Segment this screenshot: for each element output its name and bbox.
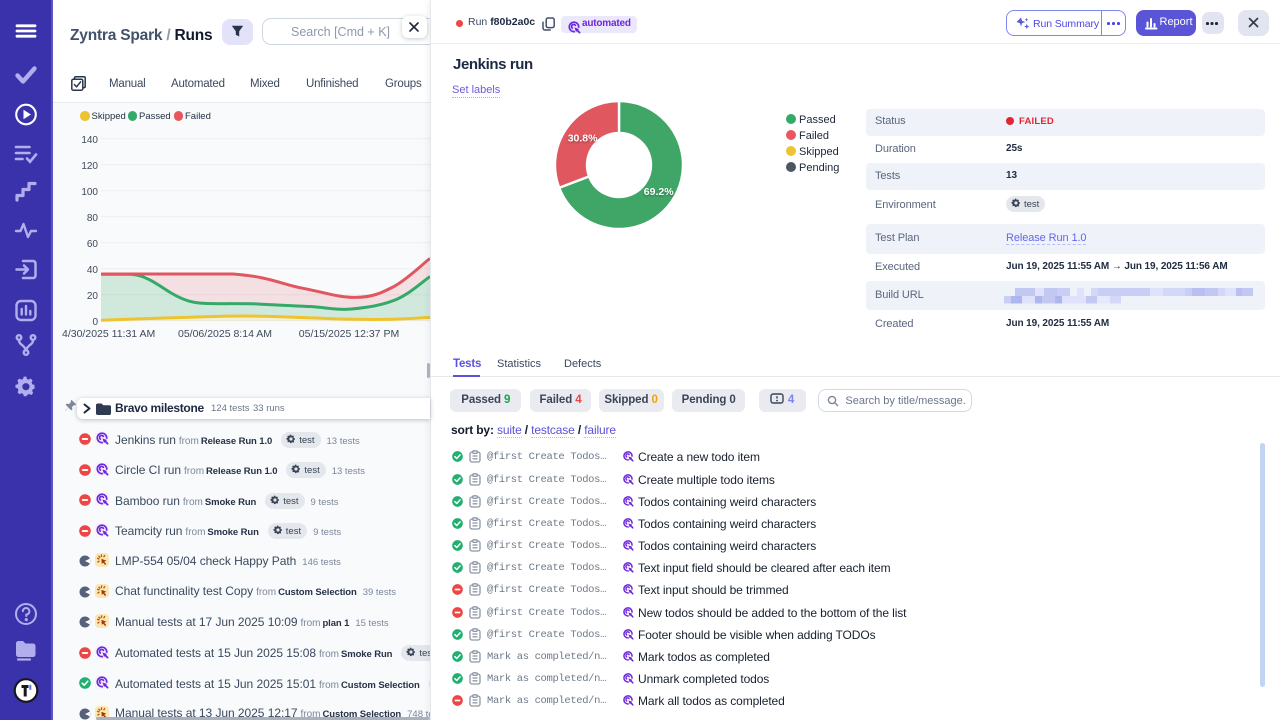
svg-text:60: 60 <box>87 239 99 250</box>
svg-text:120: 120 <box>81 161 98 172</box>
svg-text:100: 100 <box>81 187 98 198</box>
svg-text:05/15/2025 12:37 PM: 05/15/2025 12:37 PM <box>299 328 399 340</box>
svg-text:69.2%: 69.2% <box>644 186 674 198</box>
svg-text:20: 20 <box>87 291 99 302</box>
svg-text:40: 40 <box>87 265 99 276</box>
svg-text:4/30/2025 11:31 AM: 4/30/2025 11:31 AM <box>62 328 155 340</box>
svg-text:05/06/2025 8:14 AM: 05/06/2025 8:14 AM <box>178 328 272 340</box>
svg-text:140: 140 <box>81 135 98 146</box>
svg-text:80: 80 <box>87 213 99 224</box>
svg-text:30.8%: 30.8% <box>568 133 598 145</box>
svg-text:0: 0 <box>92 317 98 328</box>
